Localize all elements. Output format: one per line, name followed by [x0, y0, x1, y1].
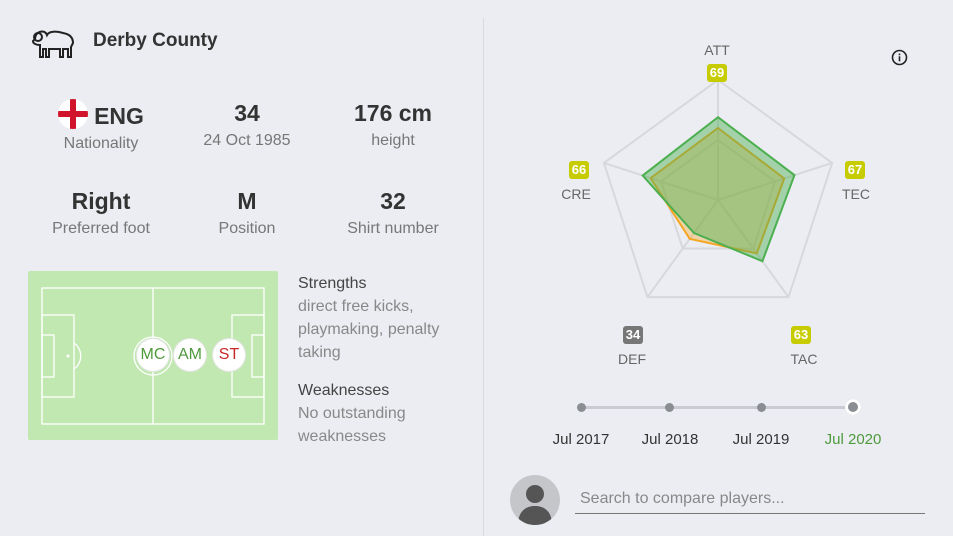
position-mc: MC: [137, 339, 169, 371]
radar-value-cre: 66: [569, 161, 589, 179]
strengths-title: Strengths: [298, 275, 367, 292]
radar-label-tec: TEC: [842, 186, 870, 202]
position-label: Position: [218, 220, 276, 237]
timeline-point[interactable]: [665, 403, 674, 412]
height-label: height: [371, 132, 415, 149]
radar-grid: [602, 78, 834, 299]
height-value: 176 cm: [353, 100, 432, 126]
height-stat: 176 cm height: [318, 99, 468, 151]
player-silhouette-icon: [510, 475, 560, 525]
timeline-point[interactable]: [757, 403, 766, 412]
strengths-line: direct free kicks,: [298, 298, 414, 315]
shirt-label: Shirt number: [347, 220, 439, 237]
age-value: 34: [234, 100, 260, 126]
strengths-block: Strengths direct free kicks, playmaking,…: [298, 272, 468, 364]
radar-axis-line: [646, 199, 719, 298]
weaknesses-line: weaknesses: [298, 428, 387, 445]
strengths-line: taking: [298, 344, 341, 361]
radar-label-def: DEF: [618, 351, 646, 367]
info-icon[interactable]: [891, 49, 908, 66]
nationality-value: ENG: [94, 103, 144, 129]
radar-axis-line: [603, 161, 719, 201]
radar-label-att: ATT: [704, 42, 730, 58]
radar-chart: [602, 78, 834, 299]
position-st: ST: [213, 339, 245, 371]
age-stat: 34 24 Oct 1985: [172, 99, 322, 151]
club-name: Derby County: [93, 30, 218, 51]
radar-value-tac: 63: [791, 326, 811, 344]
radar-series-current: [641, 115, 796, 263]
radar-grid-ring: [602, 78, 834, 299]
timeline-label[interactable]: Jul 2019: [732, 431, 790, 448]
position-am: AM: [174, 339, 206, 371]
timeline-point-active[interactable]: [845, 399, 861, 415]
radar-label-tac: TAC: [790, 351, 818, 367]
radar-value-def: 34: [623, 326, 643, 344]
compare-search-input[interactable]: [575, 484, 925, 514]
foot-value: Right: [71, 188, 131, 214]
radar-grid-ring: [659, 138, 777, 250]
radar-axis-line: [717, 199, 790, 298]
radar-label-cre: CRE: [561, 186, 591, 202]
timeline-track[interactable]: [581, 406, 853, 409]
foot-label: Preferred foot: [52, 220, 150, 237]
nationality-stat: ENG Nationality: [26, 99, 176, 154]
shirt-stat: 32 Shirt number: [318, 187, 468, 239]
timeline-point[interactable]: [577, 403, 586, 412]
weaknesses-title: Weaknesses: [298, 382, 390, 399]
timeline-label[interactable]: Jul 2017: [552, 431, 610, 448]
weaknesses-line: No outstanding: [298, 405, 406, 422]
birth-date-label: 24 Oct 1985: [203, 132, 291, 149]
radar-value-att: 69: [707, 64, 727, 82]
shirt-value: 32: [380, 188, 406, 214]
ram-icon: [31, 30, 75, 58]
england-flag-icon: [58, 99, 89, 129]
strengths-line: playmaking, penalty: [298, 321, 440, 338]
column-divider: [483, 18, 484, 536]
weaknesses-block: Weaknesses No outstanding weaknesses: [298, 379, 468, 448]
nationality-label: Nationality: [63, 135, 139, 152]
timeline-label-active[interactable]: Jul 2020: [824, 431, 882, 448]
position-pitch: MC AM ST: [28, 271, 278, 440]
position-value: M: [237, 188, 257, 214]
position-stat: M Position: [172, 187, 322, 239]
radar-value-tec: 67: [845, 161, 865, 179]
foot-stat: Right Preferred foot: [26, 187, 176, 239]
radar-axis-line: [717, 161, 833, 201]
timeline-label[interactable]: Jul 2018: [641, 431, 699, 448]
